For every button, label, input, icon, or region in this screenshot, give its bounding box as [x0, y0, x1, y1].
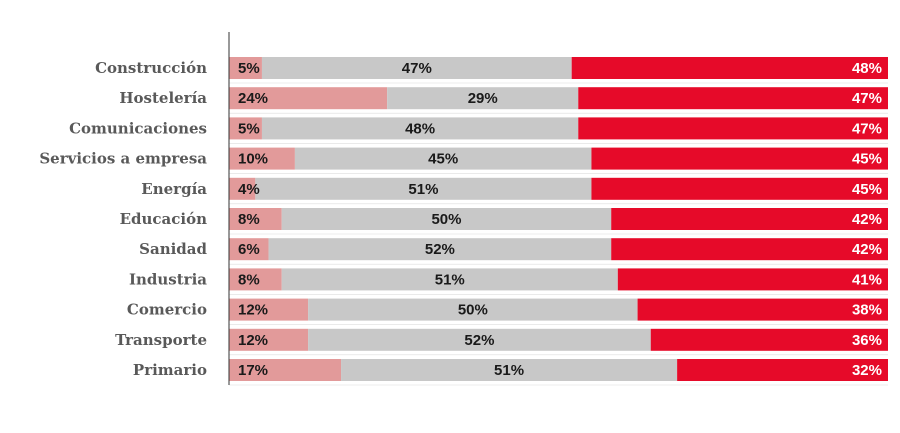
value-label: 45%	[852, 151, 882, 168]
value-label: 42%	[852, 211, 882, 228]
bar-segment	[229, 147, 295, 170]
value-label: 36%	[852, 332, 882, 349]
category-label: Transporte	[115, 331, 207, 349]
bar-segment	[229, 268, 282, 291]
bar-segment	[611, 238, 888, 261]
category-label: Hostelería	[119, 89, 207, 107]
value-label: 24%	[238, 90, 268, 107]
category-label: Industria	[129, 270, 207, 288]
value-label: 47%	[852, 90, 882, 107]
value-label: 5%	[238, 120, 260, 137]
bar-segment	[571, 57, 888, 79]
bars-group	[229, 57, 888, 386]
category-label: Educación	[120, 210, 208, 228]
bar-segment	[578, 117, 888, 140]
category-label: Primario	[133, 361, 207, 379]
value-label: 8%	[238, 271, 260, 288]
bar-segment	[294, 147, 592, 170]
category-label: Comercio	[127, 301, 207, 319]
bar-segment	[308, 328, 651, 351]
bar-segment	[341, 359, 678, 381]
bar-segment	[229, 117, 262, 140]
category-label: Comunicaciones	[69, 119, 207, 137]
value-label: 51%	[435, 271, 465, 288]
bar-segment	[229, 57, 262, 79]
value-label: 48%	[852, 60, 882, 77]
value-label: 29%	[468, 90, 498, 107]
bar-segment	[591, 147, 888, 170]
category-label: Construcción	[95, 59, 207, 77]
bar-segment	[591, 177, 888, 200]
category-labels: Construcción Hostelería Comunicaciones Serv…	[39, 59, 207, 379]
bar-segment	[229, 328, 309, 351]
bar-segment	[229, 87, 388, 110]
value-label: 8%	[238, 211, 260, 228]
value-label: 51%	[408, 181, 438, 198]
category-label: Servicios a empresa	[39, 150, 207, 168]
bar-segment	[617, 268, 888, 291]
category-label: Energía	[141, 180, 207, 198]
value-label: 42%	[852, 241, 882, 258]
value-label: 45%	[428, 151, 458, 168]
value-label: 17%	[238, 362, 268, 379]
bar-segment	[281, 268, 618, 291]
bar-segment	[229, 208, 282, 230]
category-label: Sanidad	[139, 240, 207, 258]
value-labels: 5% 47% 48% 24% 29% 47% 5% 48% 47% 10% 45% 45% 4% 51% 4…	[238, 60, 882, 379]
bar-segment	[268, 238, 612, 261]
value-label: 52%	[425, 241, 455, 258]
value-label: 10%	[238, 151, 268, 168]
value-label: 4%	[238, 181, 260, 198]
value-label: 50%	[458, 302, 488, 319]
bar-segment	[229, 177, 256, 200]
value-label: 41%	[852, 271, 882, 288]
bar-segment	[308, 298, 638, 321]
value-label: 12%	[238, 332, 268, 349]
bar-segment	[281, 208, 612, 230]
value-label: 45%	[852, 181, 882, 198]
value-label: 51%	[494, 362, 524, 379]
bar-segment	[229, 238, 269, 261]
bar-segment	[650, 328, 888, 351]
bar-segment	[578, 87, 888, 110]
value-label: 32%	[852, 362, 882, 379]
value-label: 48%	[405, 120, 435, 137]
value-label: 50%	[431, 211, 461, 228]
value-label: 38%	[852, 302, 882, 319]
bar-segment	[677, 359, 888, 381]
value-label: 5%	[238, 60, 260, 77]
bar-segment	[255, 177, 592, 200]
bar-segment	[387, 87, 579, 110]
value-label: 47%	[402, 60, 432, 77]
bar-segment	[229, 298, 309, 321]
bar-segment	[611, 208, 888, 230]
value-label: 47%	[852, 120, 882, 137]
bar-segment	[229, 359, 342, 381]
value-label: 52%	[464, 332, 494, 349]
bar-segment	[637, 298, 888, 321]
bar-segment	[261, 117, 579, 140]
bar-segment	[261, 57, 572, 79]
value-label: 12%	[238, 302, 268, 319]
value-label: 6%	[238, 241, 260, 258]
